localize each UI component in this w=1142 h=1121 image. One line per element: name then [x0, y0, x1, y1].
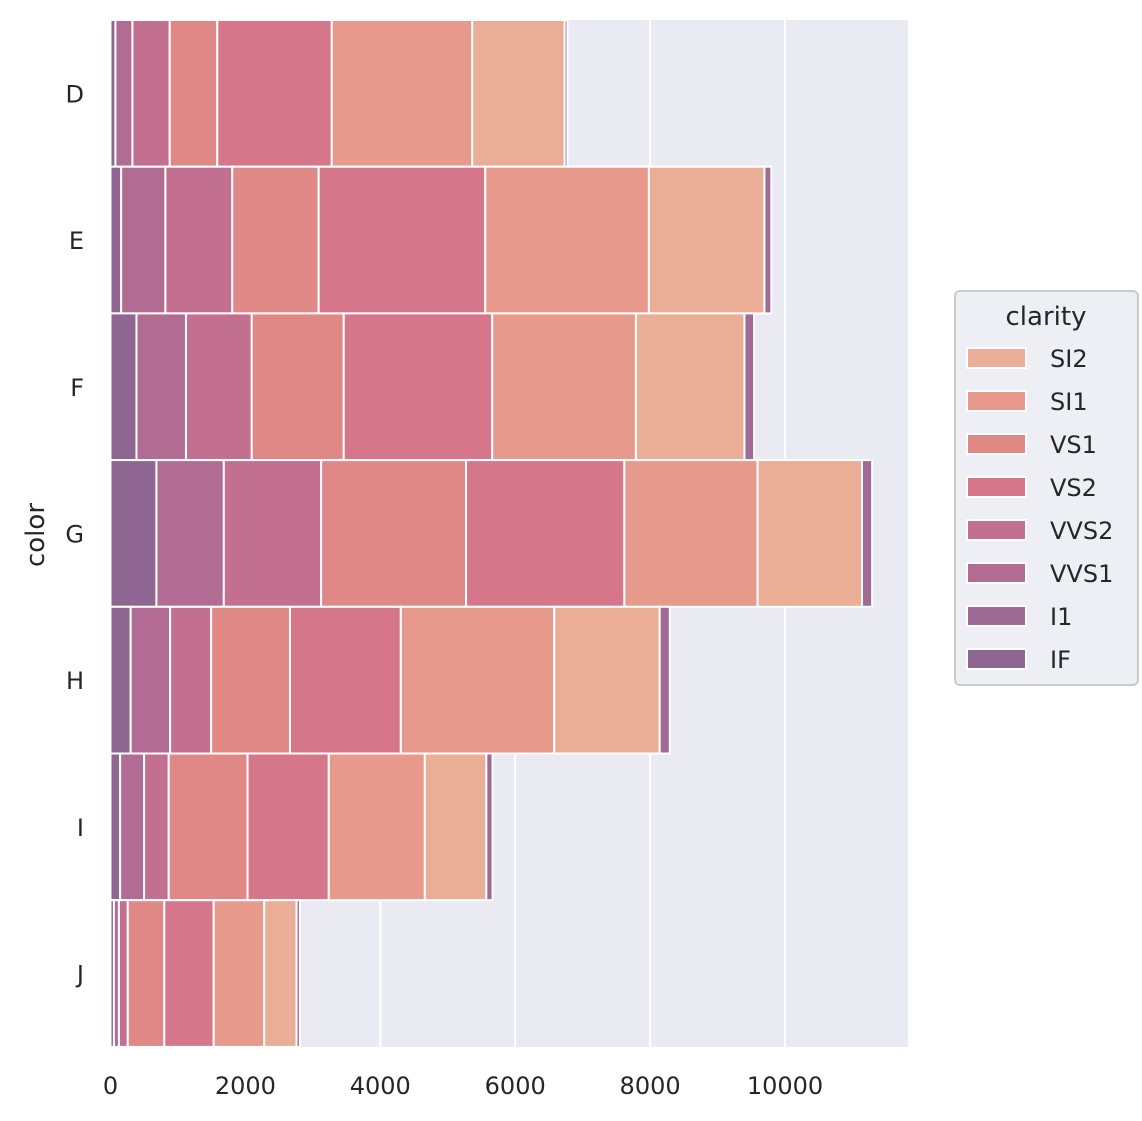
y-tick-label: D — [66, 80, 84, 108]
bar-segment-D-VVS1 — [114, 19, 134, 168]
x-tick-label: 0 — [103, 1072, 118, 1100]
bar-segment-J-VS1 — [126, 899, 166, 1048]
bar-segment-F-VVS2 — [184, 312, 253, 462]
bar-segment-H-SI1 — [399, 605, 556, 755]
bar-segment-J-SI2 — [263, 899, 298, 1048]
bar-segment-E-VVS1 — [120, 165, 167, 315]
bar-segment-I-I1 — [485, 752, 494, 902]
legend-label: SI2 — [1050, 345, 1088, 373]
bar-segment-D-VS1 — [168, 19, 219, 168]
legend-label: VVS1 — [1050, 560, 1113, 588]
bar-segment-F-VVS1 — [135, 312, 187, 462]
legend-label: I1 — [1050, 603, 1072, 631]
x-axis-ticks: 0 2000 4000 6000 8000 10000 — [103, 1072, 823, 1100]
bar-segment-E-IF — [109, 165, 123, 315]
bar-segment-I-SI2 — [423, 752, 488, 902]
bar-segment-D-SI2 — [471, 19, 566, 168]
legend-title: clarity — [1006, 302, 1087, 332]
bar-segment-G-SI1 — [623, 459, 759, 608]
bar-segment-F-VS1 — [250, 312, 345, 462]
bar-segment-I-VS1 — [167, 752, 249, 902]
legend-frame — [954, 290, 1139, 686]
bar-segment-J-SI1 — [212, 899, 266, 1048]
y-tick-label: F — [70, 374, 84, 402]
legend-swatch-IF — [966, 648, 1027, 670]
x-tick-label: 10000 — [747, 1072, 823, 1100]
bar-segment-E-SI1 — [484, 165, 650, 315]
bar-segment-H-VS1 — [210, 605, 291, 755]
bar-segment-G-IF — [109, 459, 158, 608]
bar-segment-E-VS1 — [231, 165, 320, 315]
bar-segment-G-VS1 — [320, 459, 468, 608]
bar-segment-F-SI1 — [491, 312, 637, 462]
bar-segment-G-VS2 — [465, 459, 626, 608]
bar-segment-G-I1 — [861, 459, 874, 608]
legend-label: VVS2 — [1050, 517, 1113, 545]
legend: clarity SI2 SI1 VS1 VS2 VVS2 VVS1 I1 IF — [954, 290, 1139, 686]
bar-segment-H-VS2 — [288, 605, 402, 755]
bar-segment-I-SI1 — [327, 752, 426, 902]
x-tick-label: 4000 — [350, 1072, 411, 1100]
bar-segment-D-VVS2 — [131, 19, 171, 168]
legend-swatch-SI2 — [966, 347, 1027, 369]
bar-segment-E-VS2 — [317, 165, 487, 315]
y-tick-label: E — [69, 227, 84, 255]
legend-swatch-VVS2 — [966, 519, 1027, 541]
y-axis-ticks: D E F G H I J — [65, 80, 84, 988]
y-tick-label: I — [77, 814, 84, 842]
bar-segment-I-IF — [109, 752, 122, 902]
bar-segment-H-IF — [109, 605, 132, 755]
bar-segment-I-VVS2 — [143, 752, 170, 902]
x-tick-label: 2000 — [215, 1072, 276, 1100]
x-tick-label: 8000 — [620, 1072, 681, 1100]
bar-segment-H-VVS2 — [169, 605, 213, 755]
y-axis-label: color — [21, 503, 51, 567]
legend-swatch-SI1 — [966, 390, 1027, 412]
bar-segment-H-I1 — [658, 605, 671, 755]
bar-segment-F-SI2 — [634, 312, 746, 462]
bar-segment-G-VVS2 — [222, 459, 323, 608]
bars — [109, 19, 874, 1048]
legend-label: SI1 — [1050, 388, 1088, 416]
bar-segment-D-SI1 — [330, 19, 474, 168]
legend-swatch-I1 — [966, 605, 1027, 627]
bar-segment-J-I1 — [295, 899, 301, 1048]
y-tick-label: G — [65, 520, 84, 548]
bar-segment-E-I1 — [763, 165, 773, 315]
bar-segment-H-SI2 — [553, 605, 661, 755]
bar-segment-I-VS2 — [246, 752, 330, 902]
bar-segment-G-VVS1 — [155, 459, 225, 608]
legend-swatch-VS2 — [966, 476, 1027, 498]
bar-segment-D-I1 — [563, 19, 569, 168]
legend-label: VS1 — [1050, 431, 1097, 459]
y-tick-label: J — [75, 961, 84, 989]
bar-segment-E-VVS2 — [164, 165, 234, 315]
bar-segment-D-VS2 — [216, 19, 333, 168]
bar-segment-G-SI2 — [756, 459, 864, 608]
bar-segment-I-VVS1 — [119, 752, 146, 902]
bar-segment-F-I1 — [743, 312, 756, 462]
bar-segment-E-SI2 — [647, 165, 766, 315]
bar-segment-H-VVS1 — [129, 605, 172, 755]
y-tick-label: H — [66, 667, 84, 695]
x-tick-label: 6000 — [485, 1072, 546, 1100]
bar-segment-J-VS2 — [163, 899, 215, 1048]
legend-label: VS2 — [1050, 474, 1097, 502]
legend-swatch-VVS1 — [966, 562, 1027, 584]
bar-segment-F-VS2 — [342, 312, 494, 462]
legend-label: IF — [1050, 646, 1071, 674]
legend-swatch-VS1 — [966, 433, 1027, 455]
bar-segment-J-VVS2 — [117, 899, 129, 1048]
bar-segment-F-IF — [109, 312, 138, 462]
